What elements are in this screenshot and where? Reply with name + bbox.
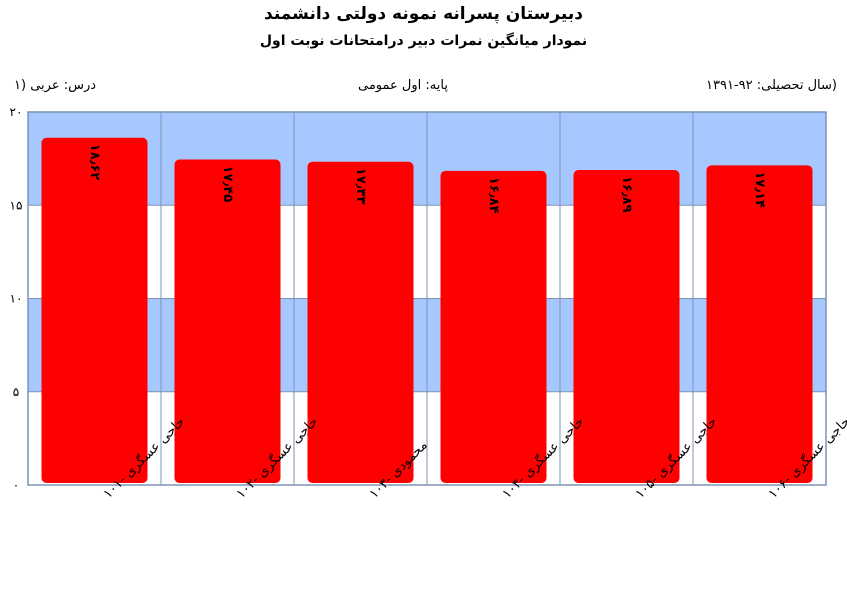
bar [440, 170, 547, 483]
bar [573, 170, 680, 483]
y-tick-label: ۱۵ [10, 198, 23, 212]
year-label: (سال تحصیلی: ۹۲-۱۳۹۱ [706, 78, 837, 93]
bar-value-label: ۱۷٫۴۵ [220, 166, 235, 203]
grade-label: پایه: اول عمومی [358, 78, 448, 93]
course-label: درس: عربی (۱ [14, 78, 97, 93]
grid-lines [27, 111, 827, 486]
bar-value-label: ۱۸٫۶۲ [87, 144, 102, 181]
y-tick-label: ۲۰ [10, 105, 23, 119]
y-tick-label: ۱۰ [10, 292, 23, 306]
chart-title: دبیرستان پسرانه نمونه دولتی دانشمند [264, 4, 583, 24]
bar [41, 137, 148, 483]
bars-group: ۱۸٫۶۲ ۱۷٫۴۵ ۱۷٫۳۳ ۱۶٫۸۴ ۱۶٫۸۹ ۱۷٫۱۴ [41, 137, 813, 484]
bar [307, 161, 414, 483]
y-axis-ticks: ۰ ۵ ۱۰ ۱۵ ۲۰ [10, 105, 23, 492]
plot-frame [27, 111, 827, 486]
y-tick-label: ۵ [13, 385, 19, 399]
bar-value-label: ۱۶٫۸۹ [619, 176, 634, 213]
bar-value-label: ۱۷٫۱۴ [752, 171, 767, 208]
chart-subtitle: نمودار میانگین نمرات دبیر درامتحانات نوب… [259, 33, 588, 49]
bar [706, 165, 813, 484]
bar [174, 159, 281, 483]
bar-value-label: ۱۶٫۸۴ [486, 177, 501, 214]
y-tick-label: ۰ [13, 478, 19, 492]
bar-value-label: ۱۷٫۳۳ [353, 168, 368, 205]
